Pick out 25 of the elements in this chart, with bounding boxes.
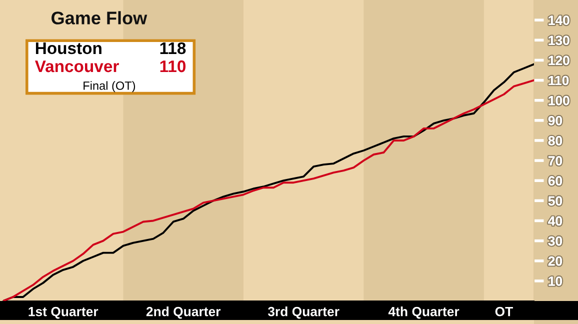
y-tick-label: 30 <box>548 236 562 246</box>
y-tick-label: 50 <box>548 196 562 206</box>
y-tick-label: 90 <box>548 116 562 126</box>
text: Houston <box>36 42 102 54</box>
y-tick-label: 140 <box>548 16 570 25</box>
text: Vancouver <box>34 60 119 72</box>
y-tick-label: 70 <box>548 156 562 166</box>
annotation: 110 <box>160 60 186 72</box>
y-tick-label: 40 <box>548 216 562 226</box>
x-tick-label: 3rd Quarter <box>268 306 340 319</box>
x-tick-label: OT <box>495 306 513 316</box>
y-tick-label: 60 <box>548 176 562 186</box>
y-tick-label: 130 <box>548 36 570 46</box>
y-tick-label: 20 <box>548 256 562 266</box>
annotation: Final (OT) <box>84 81 136 92</box>
x-tick-label: 4th Quarter <box>388 306 460 319</box>
y-tick-label: 120 <box>548 56 570 66</box>
y-tick-label: 100 <box>548 96 570 106</box>
annotation: 118 <box>160 42 186 54</box>
y-tick-label: 10 <box>548 276 562 286</box>
x-tick-label: 1st Quarter <box>28 306 98 319</box>
x-tick-label: 2nd Quarter <box>146 306 221 319</box>
chart-title: Game Flow <box>52 11 148 24</box>
y-tick-label: 80 <box>548 136 562 146</box>
y-tick-label: 110 <box>548 76 569 86</box>
